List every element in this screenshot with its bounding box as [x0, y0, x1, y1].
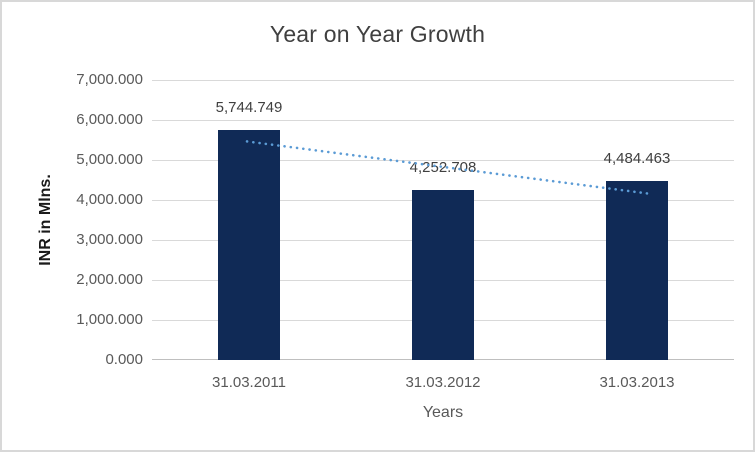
gridline — [152, 120, 734, 121]
x-axis-title: Years — [422, 404, 464, 421]
y-tick-label: 3,000.000 — [76, 231, 143, 248]
y-tick-label: 4,000.000 — [76, 191, 143, 208]
y-tick-label: 2,000.000 — [76, 271, 143, 288]
y-tick-label: 5,000.000 — [76, 151, 143, 168]
y-axis-title: INR in Mlns. — [37, 174, 54, 266]
x-tick-label: 31.03.2012 — [405, 374, 481, 391]
x-tick-label: 31.03.2013 — [599, 374, 675, 391]
bar-31.03.2012 — [412, 189, 474, 360]
data-label: 4,252.708 — [409, 158, 477, 176]
chart-title: Year on Year Growth — [269, 21, 486, 47]
x-tick-label: 31.03.2011 — [212, 374, 286, 391]
y-tick-label: 7,000.000 — [76, 71, 143, 88]
y-tick-label: 1,000.000 — [76, 311, 143, 328]
y-tick-label: 0.000 — [105, 351, 143, 368]
data-label: 4,484.463 — [603, 149, 671, 167]
bar-31.03.2013 — [606, 180, 668, 360]
plot-area: 5,744.749 4,252.708 4,484.463 — [152, 80, 734, 360]
bar-31.03.2011 — [218, 130, 280, 360]
y-tick-label: 6,000.000 — [76, 111, 143, 128]
gridline — [152, 80, 734, 81]
data-label: 5,744.749 — [215, 99, 283, 117]
